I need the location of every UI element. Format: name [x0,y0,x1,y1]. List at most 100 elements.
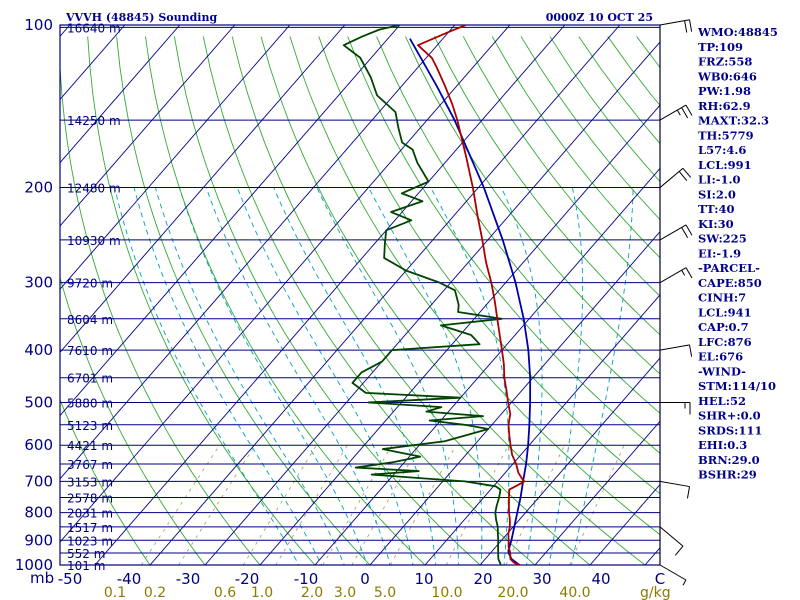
moist-adiabat [205,187,391,565]
moist-adiabat [178,187,368,565]
height-label: 4421 m [67,439,113,453]
index-entry: SI:2.0 [698,187,736,201]
index-entry: HEL:52 [698,394,746,408]
index-entry: L57:4.6 [698,143,746,157]
pressure-tick-label: 100 [24,16,53,34]
isotherm [149,25,621,565]
index-entry: CINH:7 [698,291,746,305]
temperature-tick-label: C [655,570,665,588]
wind-barb [659,267,693,284]
isotherm [259,104,660,565]
moist-adiabat [430,187,510,565]
isotherm [60,25,236,227]
dry-adiabats [60,36,660,565]
index-entry: LI:-1.0 [698,173,741,187]
moist-adiabats [114,187,634,565]
isotherm [60,25,291,290]
isotherm [60,25,346,354]
isotherm [534,420,660,565]
index-entry: CAPE:850 [698,276,762,290]
index-entry: FRZ:558 [698,55,752,69]
index-entry: WMO:48845 [697,25,778,39]
dry-adiabat [87,36,316,565]
height-label: 3767 m [67,458,113,472]
dry-adiabat [60,398,151,565]
dry-adiabat [405,36,660,375]
height-label: 6701 m [67,372,113,386]
height-label: 10930 m [67,234,121,248]
temperature-tick-label: -20 [235,570,260,588]
pressure-tick-label: 800 [24,504,53,522]
wind-barb [659,167,692,188]
sounding-profiles [342,25,532,565]
index-entry: TH:5779 [698,128,754,142]
mixing-ratio-line [569,445,625,565]
isobars [60,26,660,565]
mixing-ratio-label: 0.2 [144,585,166,600]
temperature-tick-label: -10 [294,570,319,588]
index-entry: STM:114/10 [698,379,776,393]
mixing-ratio-line [242,444,317,565]
indices-panel: WMO:48845TP:109FRZ:558WB0:646PW:1.98RH:6… [697,25,778,482]
mixing-ratio-line [390,444,457,565]
temperature-tick-label: -40 [117,570,142,588]
isotherm [369,230,660,565]
isotherm [60,25,401,417]
index-entry: EHI:0.3 [698,438,747,452]
wind-barbs [659,19,693,586]
wind-barb [660,401,691,415]
height-label: 9720 m [67,277,113,291]
sounding-time: 0000Z 10 OCT 25 [546,11,653,24]
mixing-ratio-line [178,444,256,565]
pressure-tick-label: 500 [24,393,53,411]
moist-adiabat [133,187,323,565]
height-label: 12480 m [67,182,121,196]
moist-adiabat [236,187,414,565]
mixing-ratio-line [275,444,348,565]
dry-adiabat [231,36,591,565]
mixing-ratio-label: 0.6 [214,585,236,600]
mixing-ratio-line [140,444,220,565]
mixing-ratio-label: 1.0 [251,585,273,600]
dry-adiabat [318,36,660,495]
isotherm [94,25,566,565]
wind-barb [659,224,693,241]
wind-barb [659,344,693,357]
temperature-tick-label: 20 [473,570,492,588]
height-label: 101 m [67,559,105,573]
index-entry: LFC:876 [698,335,752,349]
height-label: 7610 m [67,344,113,358]
index-entry: WB0:646 [697,69,757,83]
wind-barb [659,19,693,33]
wind-barb [659,564,687,586]
index-entry: EI:-1.9 [698,246,741,260]
dry-adiabat [491,36,660,259]
temperature-tick-label: 10 [414,570,433,588]
index-entry: SRDS:111 [698,423,762,437]
pressure-tick-label: 400 [24,341,53,359]
index-entry: RH:62.9 [698,99,751,113]
pressure-tick-label: 1000 [15,556,53,574]
index-entry: TP:109 [698,40,743,54]
index-entry: BSHR:29 [698,468,757,482]
isotherm [589,483,660,565]
isotherm [479,357,660,565]
index-entry: SHR+:0.0 [698,409,761,423]
moist-adiabat [548,187,584,565]
pressure-unit-label: mb [30,569,54,587]
index-entry: MAXT:32.3 [698,114,769,128]
temperature-tick-label: 30 [532,570,551,588]
pressure-tick-label: 600 [24,436,53,454]
mixing-ratio-label: 3.0 [334,585,356,600]
temperature-tick-label: 40 [591,570,610,588]
index-entry: -PARCEL- [698,261,760,275]
index-entry: -WIND- [698,364,746,378]
index-entry: LCL:991 [698,158,752,172]
temperature-tick-label: 0 [360,570,370,588]
height-label: 2031 m [67,507,113,521]
pressure-tick-label: 200 [24,179,53,197]
mixing-ratio-label: 40.0 [559,585,590,600]
height-label: 16640 m [67,21,121,35]
